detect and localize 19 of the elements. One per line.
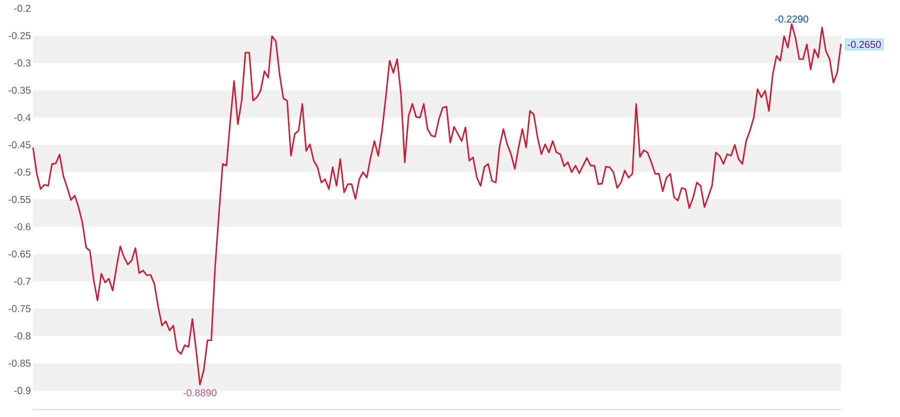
y-tick-label: -0.65 — [8, 250, 31, 258]
y-tick-label: -0.7 — [14, 278, 30, 285]
y-tick-label: -0.5 — [14, 168, 31, 176]
y-tick-label: -0.75 — [8, 305, 31, 312]
y-tick-label: -0.8 — [14, 332, 31, 340]
y-tick-label: -0.6 — [14, 223, 31, 230]
annotation: -0.2290 — [775, 15, 808, 23]
y-tick-label: -0.2 — [14, 4, 30, 12]
y-tick-label: -0.35 — [8, 86, 31, 94]
annotation: -0.8890 — [183, 389, 216, 396]
y-tick-label: -0.55 — [8, 196, 31, 203]
y-tick-label: -0.85 — [8, 360, 31, 367]
text: -0.2650 — [848, 40, 881, 48]
y-tick-label: -0.9 — [14, 387, 30, 394]
y-tick-label: -0.3 — [14, 59, 31, 66]
y-tick-label: -0.45 — [8, 141, 31, 148]
line-series — [32, 23, 842, 386]
y-tick-label: -0.4 — [14, 114, 31, 122]
y-tick-label: -0.25 — [8, 32, 31, 40]
